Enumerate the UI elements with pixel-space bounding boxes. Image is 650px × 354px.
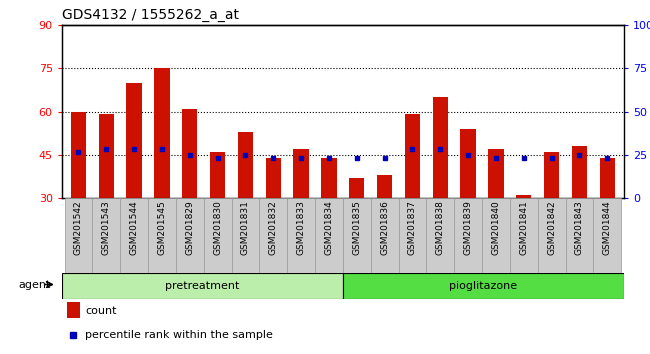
Bar	[127, 82, 142, 198]
Bar	[370, 198, 398, 273]
Bar	[176, 198, 203, 273]
Bar	[293, 149, 309, 198]
Bar	[343, 198, 370, 273]
Text: GSM201839: GSM201839	[463, 200, 473, 255]
Bar	[482, 198, 510, 273]
Bar	[203, 198, 231, 273]
Bar	[154, 68, 170, 198]
Text: GSM201838: GSM201838	[436, 200, 445, 255]
Bar	[349, 178, 365, 198]
Text: GSM201835: GSM201835	[352, 200, 361, 255]
Bar	[343, 273, 624, 299]
Text: GSM201833: GSM201833	[296, 200, 306, 255]
Text: GSM201836: GSM201836	[380, 200, 389, 255]
Text: GDS4132 / 1555262_a_at: GDS4132 / 1555262_a_at	[62, 8, 239, 22]
Bar	[405, 114, 420, 198]
Bar	[92, 198, 120, 273]
Bar	[315, 198, 343, 273]
Bar	[398, 198, 426, 273]
Bar	[377, 175, 393, 198]
Bar	[148, 198, 176, 273]
Bar	[566, 198, 593, 273]
Text: GSM201837: GSM201837	[408, 200, 417, 255]
Bar	[231, 198, 259, 273]
Bar	[593, 198, 621, 273]
Text: count: count	[85, 306, 117, 316]
Text: GSM201842: GSM201842	[547, 200, 556, 255]
Text: pretreatment: pretreatment	[165, 281, 239, 291]
Bar	[64, 198, 92, 273]
Text: GSM201830: GSM201830	[213, 200, 222, 255]
Bar	[321, 158, 337, 198]
Bar	[266, 158, 281, 198]
Bar	[287, 198, 315, 273]
Text: GSM201543: GSM201543	[102, 200, 110, 255]
Text: GSM201834: GSM201834	[324, 200, 333, 255]
Bar	[510, 198, 538, 273]
Bar	[71, 112, 86, 198]
Bar	[259, 198, 287, 273]
Text: GSM201844: GSM201844	[603, 200, 612, 255]
Bar	[572, 146, 587, 198]
Text: GSM201542: GSM201542	[74, 200, 83, 255]
Text: GSM201831: GSM201831	[241, 200, 250, 255]
Bar	[454, 198, 482, 273]
Text: GSM201544: GSM201544	[129, 200, 138, 255]
Text: GSM201832: GSM201832	[269, 200, 278, 255]
Bar	[99, 114, 114, 198]
Text: GSM201843: GSM201843	[575, 200, 584, 255]
Text: GSM201829: GSM201829	[185, 200, 194, 255]
Bar	[120, 198, 148, 273]
Bar	[544, 152, 559, 198]
Bar	[210, 152, 226, 198]
Text: GSM201840: GSM201840	[491, 200, 500, 255]
Bar	[426, 198, 454, 273]
Bar	[516, 195, 532, 198]
Text: percentile rank within the sample: percentile rank within the sample	[85, 330, 273, 340]
Bar	[68, 302, 80, 319]
Bar	[238, 132, 253, 198]
Bar	[538, 198, 566, 273]
Text: agent: agent	[18, 280, 51, 290]
Bar	[182, 109, 198, 198]
Bar	[600, 158, 615, 198]
Bar	[488, 149, 504, 198]
Text: GSM201545: GSM201545	[157, 200, 166, 255]
Text: GSM201841: GSM201841	[519, 200, 528, 255]
Bar	[62, 273, 343, 299]
Bar	[433, 97, 448, 198]
Bar	[460, 129, 476, 198]
Text: pioglitazone: pioglitazone	[449, 281, 517, 291]
